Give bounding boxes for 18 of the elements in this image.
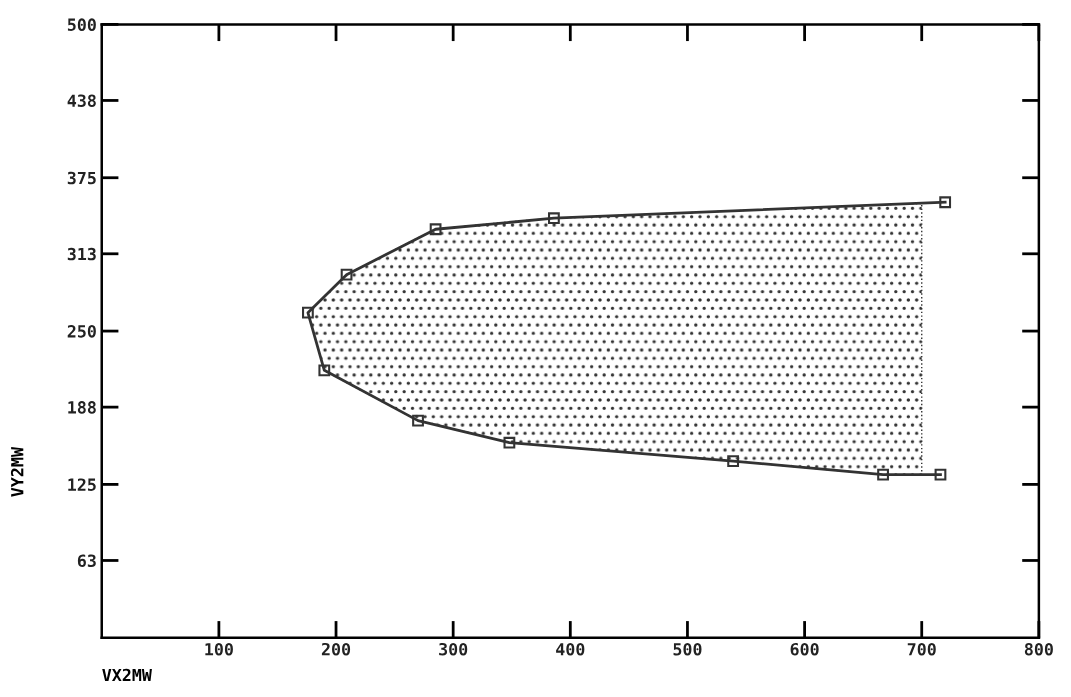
- y-tick-label: 63: [77, 554, 96, 568]
- x-tick-label: 600: [790, 642, 819, 656]
- x-tick-label: 100: [205, 642, 233, 656]
- y-tick-label: 438: [67, 94, 96, 108]
- y-tick-label: 500: [67, 18, 96, 31]
- x-tick-label: 500: [673, 642, 702, 656]
- x-tick-label: 800: [1024, 642, 1053, 656]
- y-tick-label: 375: [67, 171, 96, 185]
- y-tick-label: 313: [67, 247, 96, 261]
- y-tick-label: 125: [68, 478, 96, 491]
- y-axis-title: VY2MW: [10, 447, 24, 497]
- x-tick-label: 200: [321, 642, 351, 656]
- x-tick-label: 400: [556, 642, 585, 656]
- y-tick-label: 250: [67, 325, 96, 338]
- x-axis-title: VX2MW: [102, 668, 152, 682]
- x-tick-label: 700: [907, 642, 936, 656]
- y-tick-label: 188: [68, 401, 96, 414]
- x-tick-label: 300: [439, 642, 468, 656]
